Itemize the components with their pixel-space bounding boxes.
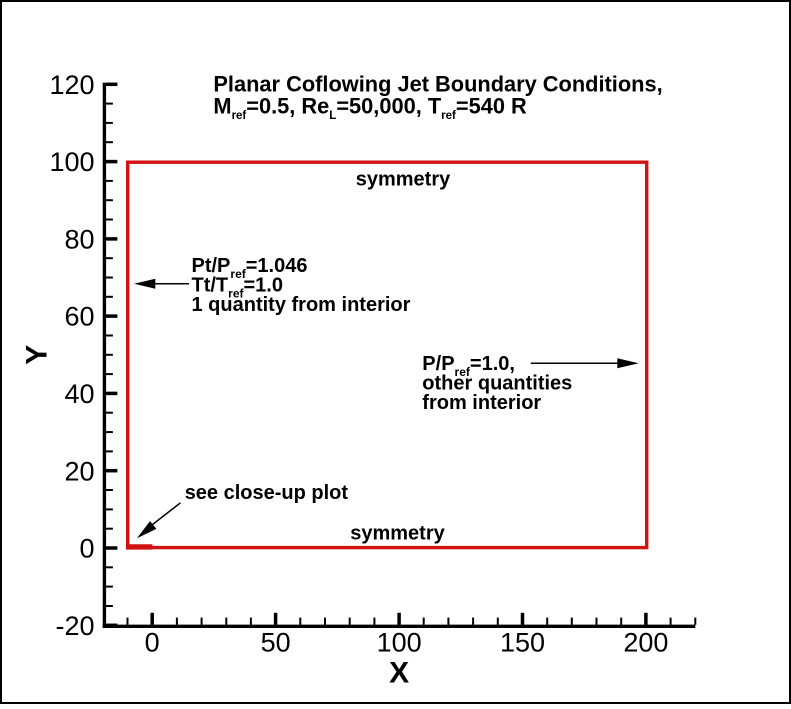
svg-text:200: 200 (623, 628, 668, 658)
svg-text:see close-up plot: see close-up plot (185, 482, 349, 504)
svg-text:0: 0 (79, 534, 94, 564)
svg-text:150: 150 (500, 628, 545, 658)
svg-text:100: 100 (49, 147, 94, 177)
svg-text:P/Pref=1.0,: P/Pref=1.0, (422, 353, 515, 379)
svg-text:-20: -20 (55, 611, 94, 641)
svg-text:40: 40 (64, 379, 94, 409)
svg-text:symmetry: symmetry (356, 168, 451, 190)
svg-text:from interior: from interior (422, 392, 541, 414)
svg-text:0: 0 (145, 628, 160, 658)
svg-text:100: 100 (377, 628, 422, 658)
svg-text:120: 120 (49, 70, 94, 100)
svg-text:Mref=0.5, ReL=50,000, Tref=540: Mref=0.5, ReL=50,000, Tref=540 R (213, 93, 527, 122)
svg-text:80: 80 (64, 225, 94, 255)
svg-text:50: 50 (261, 628, 291, 658)
svg-text:Y: Y (20, 345, 53, 365)
svg-text:20: 20 (64, 456, 94, 486)
svg-text:Planar Coflowing Jet Boundary: Planar Coflowing Jet Boundary Conditions… (213, 72, 662, 97)
svg-text:other quantities: other quantities (422, 373, 572, 395)
svg-text:1 quantity from interior: 1 quantity from interior (192, 294, 411, 316)
svg-text:Pt/Pref=1.046: Pt/Pref=1.046 (192, 255, 308, 281)
svg-text:symmetry: symmetry (350, 523, 445, 545)
svg-text:60: 60 (64, 302, 94, 332)
svg-text:X: X (389, 656, 409, 689)
